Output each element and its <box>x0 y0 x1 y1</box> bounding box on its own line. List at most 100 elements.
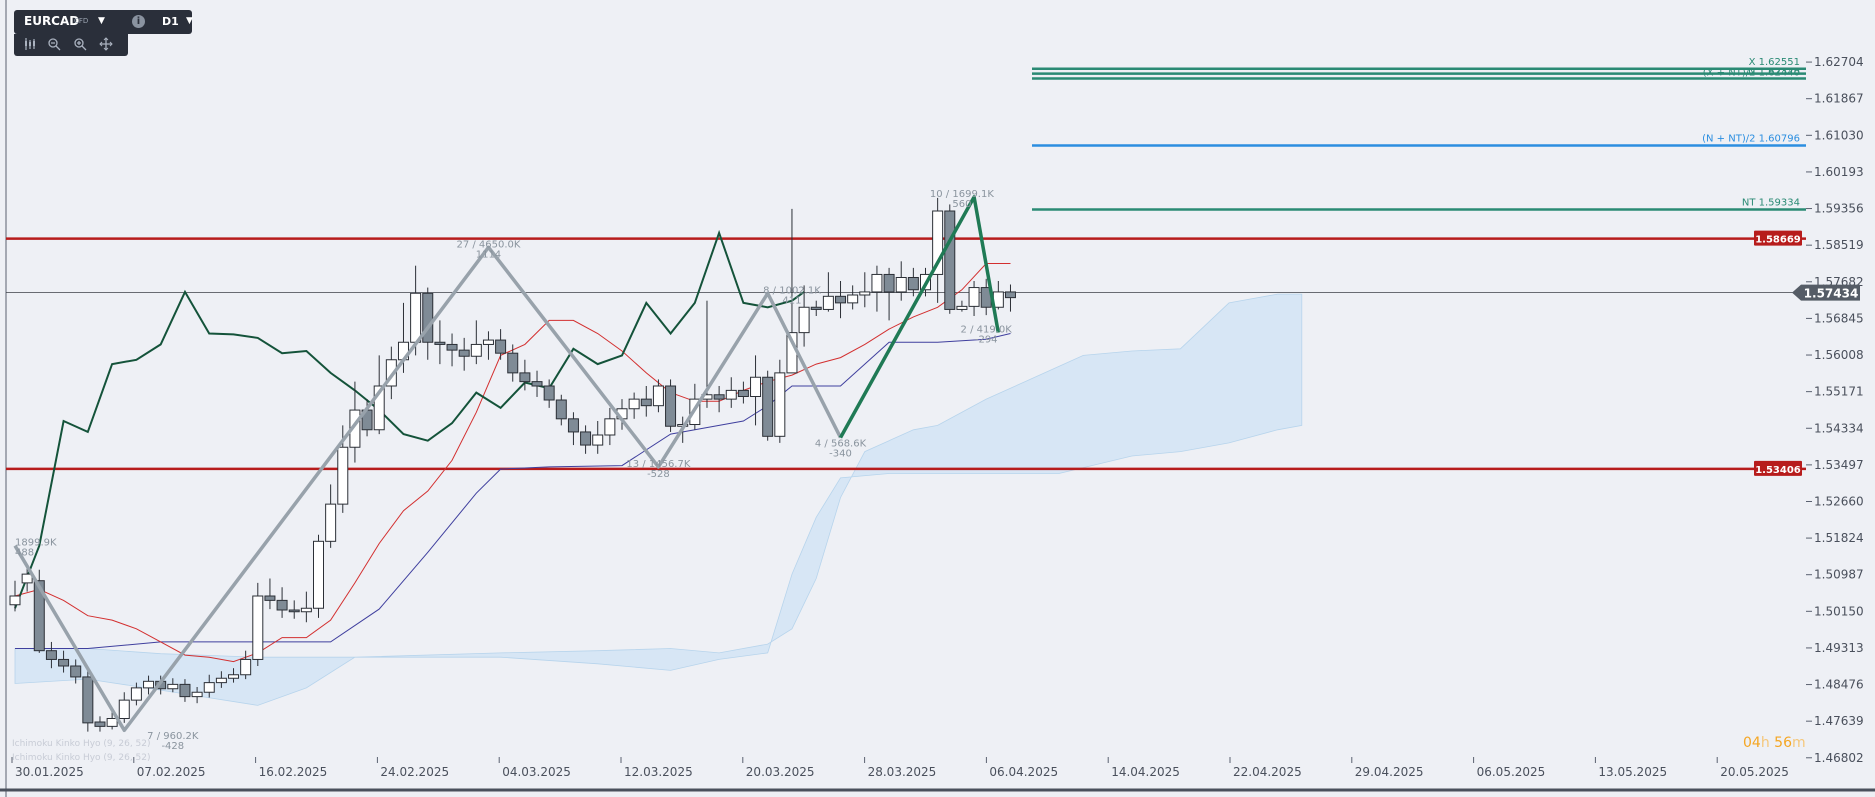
wave-label-value: -428 <box>161 741 184 752</box>
candle-body <box>422 292 434 343</box>
y-tick-label: 1.58519 <box>1814 238 1864 252</box>
wave-label-value: -340 <box>829 448 852 459</box>
wave-label-value: 488 <box>15 548 34 559</box>
symbol-label[interactable]: EURCAD <box>24 14 80 28</box>
candle-body <box>798 306 810 334</box>
candle-body <box>118 699 130 719</box>
candle-body <box>871 273 883 293</box>
candle-body <box>458 349 470 357</box>
fib-label: X 1.62551 <box>1749 57 1800 68</box>
candle-body <box>373 385 385 431</box>
candle-body <box>215 677 227 684</box>
candle-body <box>495 339 507 354</box>
x-tick-label: 06.05.2025 <box>1477 765 1546 779</box>
candle-body <box>580 431 592 446</box>
x-tick-label: 24.02.2025 <box>380 765 449 779</box>
y-tick-label: 1.60193 <box>1814 165 1864 179</box>
timeframe-chevron-down-icon[interactable]: ▼ <box>186 16 193 26</box>
candle-body <box>835 295 847 304</box>
candle-body <box>543 385 555 401</box>
candle-body <box>58 658 70 667</box>
candle-body <box>203 682 215 693</box>
candle-body <box>410 292 422 343</box>
candle-body <box>895 277 907 293</box>
candle-body <box>434 341 446 345</box>
candle-body <box>325 503 337 542</box>
wave-label: 7 / 960.2K <box>147 731 199 742</box>
indicator-legend: Ichimoku Kinko Hyo (9, 26, 52) <box>12 753 151 763</box>
candle-body <box>240 658 252 676</box>
candle-body <box>640 398 652 407</box>
symbol-chevron-down-icon[interactable]: ▼ <box>98 16 105 26</box>
x-tick-label: 30.01.2025 <box>15 765 84 779</box>
candle-body <box>228 674 240 679</box>
instrument-type-label: CFD <box>74 17 89 25</box>
y-tick-label: 1.61030 <box>1814 128 1864 142</box>
candle-body <box>932 210 944 275</box>
x-tick-label: 14.04.2025 <box>1111 765 1180 779</box>
info-icon[interactable]: i <box>132 15 145 28</box>
wave-label: 4 / 568.6K <box>815 438 867 449</box>
candle-body <box>883 273 895 293</box>
zoom-out-icon[interactable] <box>46 37 62 53</box>
y-tick-label: 1.49313 <box>1814 641 1864 655</box>
candle-body <box>774 372 786 437</box>
wave-label-value: 411 <box>782 295 801 306</box>
level-price-tag <box>1754 460 1802 476</box>
candle-body <box>470 343 482 357</box>
candle-body <box>276 599 288 611</box>
timeframe-label[interactable]: D1 <box>162 15 179 28</box>
indicator-legend: Ichimoku Kinko Hyo (9, 26, 52) <box>12 739 151 749</box>
candle-body <box>143 680 155 689</box>
zoom-in-icon[interactable] <box>72 37 88 53</box>
wave-label-value: 1114 <box>476 249 501 260</box>
fib-label: (X + NT)/2 1.62440 <box>1703 68 1800 79</box>
level-price-tag <box>1754 230 1802 246</box>
fib-label: (N + NT)/2 1.60796 <box>1702 134 1800 145</box>
candle-body <box>750 376 762 397</box>
x-tick-label: 06.04.2025 <box>989 765 1058 779</box>
x-tick-label: 04.03.2025 <box>502 765 571 779</box>
candle-body <box>567 418 579 433</box>
current-price-label: 1.57434 <box>1804 287 1859 301</box>
candle-body <box>737 389 749 397</box>
candle-body <box>628 398 640 410</box>
candle-body <box>288 609 300 613</box>
x-tick-label: 20.03.2025 <box>746 765 815 779</box>
crosshair-icon[interactable] <box>98 37 114 53</box>
wave-label: 10 / 1699.1K <box>930 189 994 200</box>
candle-body <box>944 210 956 310</box>
candle-body <box>665 385 677 427</box>
candle-body <box>725 389 737 400</box>
candle-body <box>859 291 871 296</box>
candle-body <box>847 294 859 304</box>
candle-body <box>531 381 543 387</box>
wave-label: 8 / 1002.1K <box>763 285 821 296</box>
y-tick-label: 1.51824 <box>1814 531 1864 545</box>
y-tick-label: 1.56008 <box>1814 348 1864 362</box>
zigzag-gray <box>13 245 843 733</box>
candle-body <box>167 683 179 690</box>
candle-body <box>191 691 203 698</box>
wave-label: 1899.9K <box>15 538 57 549</box>
level-price-label: 1.53406 <box>1755 465 1801 476</box>
y-tick-label: 1.54334 <box>1814 421 1864 435</box>
chikou-line <box>14 229 805 609</box>
x-tick-label: 16.02.2025 <box>259 765 328 779</box>
y-tick-label: 1.59356 <box>1814 202 1864 216</box>
candle-body <box>106 718 118 727</box>
candles-icon[interactable] <box>22 37 38 53</box>
wave-label-value: 560 <box>952 199 971 210</box>
x-tick-label: 20.05.2025 <box>1720 765 1789 779</box>
fib-label: N 1.62328 <box>1748 67 1800 78</box>
candle-body <box>82 676 94 724</box>
wave-label: 2 / 419.0K <box>961 325 1013 336</box>
candle-body <box>555 399 567 420</box>
candle-body <box>179 683 191 698</box>
timer-minutes-unit: m <box>1791 735 1806 751</box>
candle-countdown: 04h 56m <box>1743 735 1806 751</box>
timer-hours-unit: h <box>1760 735 1770 751</box>
level-price-label: 1.58669 <box>1755 235 1801 246</box>
